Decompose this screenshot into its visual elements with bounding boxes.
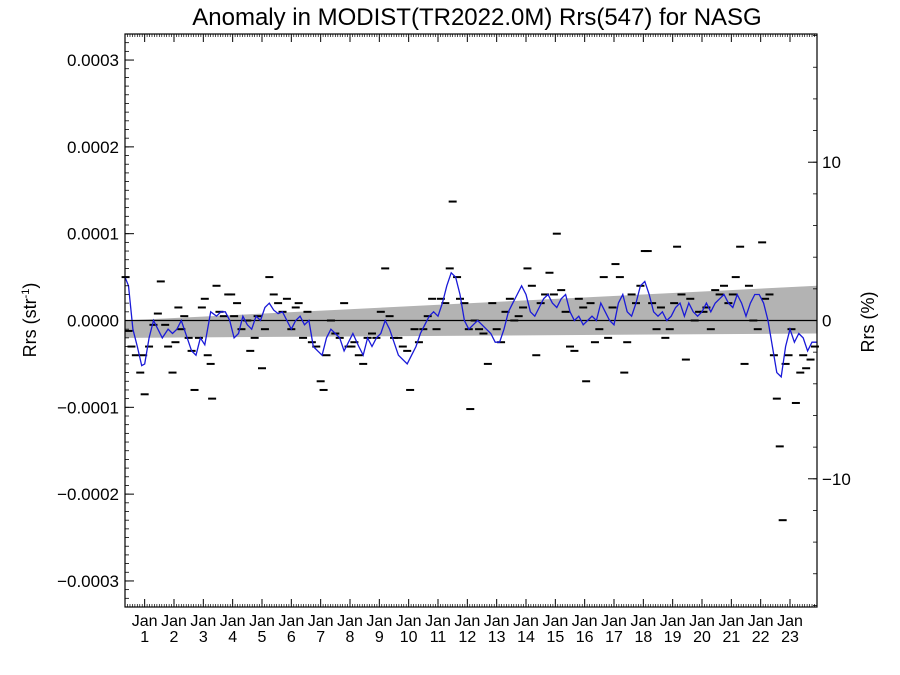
y-axis-label-left: Rrs (str-1) [20, 283, 40, 358]
x-tick-year-label: 13 [488, 629, 506, 646]
trend-band [125, 285, 817, 338]
x-tick-month-label: Jan [454, 613, 480, 630]
axes-layer: 0.0003 0.0002 0.0001 0.0000 −0.0001 −0.0002 −0… [57, 33, 851, 646]
x-tick-year-label: 23 [781, 629, 799, 646]
x-tick-year-label: 6 [287, 629, 296, 646]
y-tick-label-right: −10 [822, 470, 851, 489]
x-tick-month-label: Jan [601, 613, 627, 630]
x-tick-month-label: Jan [718, 613, 744, 630]
x-tick-month-label: Jan [484, 613, 510, 630]
x-tick-month-label: Jan [630, 613, 656, 630]
x-tick-month-label: Jan [366, 613, 392, 630]
x-tick-month-label: Jan [220, 613, 246, 630]
x-tick-month-label: Jan [542, 613, 568, 630]
x-tick-year-label: 11 [430, 629, 447, 646]
x-tick-year-label: 8 [346, 629, 355, 646]
x-tick-year-label: 5 [258, 629, 267, 646]
x-tick-month-label: Jan [396, 613, 422, 630]
y-axis-label-left-sup: -1 [20, 289, 32, 299]
x-tick-year-label: 17 [605, 629, 623, 646]
y-axis-label-right: Rrs (%) [858, 292, 878, 353]
x-tick-month-label: Jan [249, 613, 275, 630]
smoothed-series-line [124, 271, 817, 379]
x-tick-month-label: Jan [132, 613, 158, 630]
y-tick-label-left: 0.0000 [67, 312, 119, 331]
y-axis-label-left-tail: ) [20, 283, 40, 289]
x-tick-year-label: 7 [316, 629, 325, 646]
x-tick-month-label: Jan [689, 613, 715, 630]
x-tick-month-label: Jan [777, 613, 803, 630]
x-tick-year-label: 21 [722, 629, 740, 646]
y-axis-label-left-main: Rrs (str [20, 298, 40, 357]
x-tick-year-label: 4 [228, 629, 237, 646]
x-tick-year-label: 19 [664, 629, 682, 646]
x-tick-year-label: 20 [693, 629, 711, 646]
x-tick-month-label: Jan [572, 613, 598, 630]
y-tick-label-left: −0.0003 [57, 572, 119, 591]
plot-layer [121, 200, 819, 522]
x-tick-month-label: Jan [161, 613, 187, 630]
x-tick-year-label: 1 [140, 629, 149, 646]
x-tick-month-label: Jan [425, 613, 451, 630]
x-tick-year-label: 18 [634, 629, 652, 646]
x-tick-month-label: Jan [748, 613, 774, 630]
y-tick-label-left: 0.0001 [67, 225, 119, 244]
y-tick-label-left: −0.0001 [57, 398, 119, 417]
y-tick-label-left: 0.0003 [67, 51, 119, 70]
x-tick-year-label: 22 [752, 629, 770, 646]
y-tick-label-left: 0.0002 [67, 138, 119, 157]
x-tick-month-label: Jan [337, 613, 363, 630]
x-tick-year-label: 14 [517, 629, 535, 646]
x-tick-year-label: 10 [400, 629, 418, 646]
y-tick-label-right: 0 [822, 312, 831, 331]
x-tick-month-label: Jan [278, 613, 304, 630]
x-tick-year-label: 3 [199, 629, 208, 646]
x-tick-month-label: Jan [308, 613, 334, 630]
y-tick-label-left: −0.0002 [57, 485, 119, 504]
x-tick-year-label: 15 [546, 629, 564, 646]
x-tick-month-label: Jan [190, 613, 216, 630]
x-tick-year-label: 12 [458, 629, 476, 646]
x-tick-month-label: Jan [513, 613, 539, 630]
x-tick-month-label: Jan [660, 613, 686, 630]
x-tick-year-label: 2 [170, 629, 179, 646]
chart-title: Anomaly in MODIST(TR2022.0M) Rrs(547) fo… [192, 4, 761, 31]
y-tick-label-right: 10 [822, 153, 841, 172]
x-tick-year-label: 16 [576, 629, 594, 646]
x-tick-year-label: 9 [375, 629, 384, 646]
